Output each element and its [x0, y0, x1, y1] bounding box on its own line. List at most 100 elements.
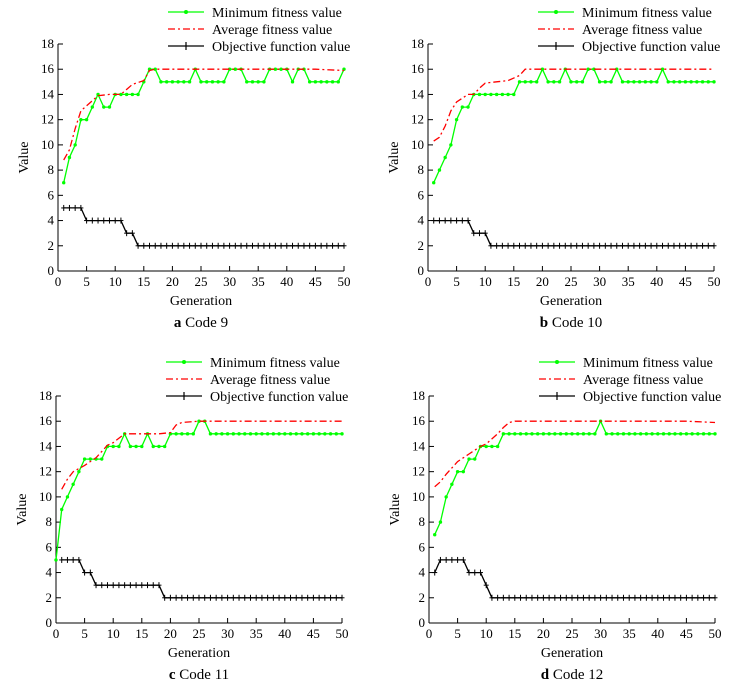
panel-caption: a Code 9 — [174, 315, 228, 331]
data-point-minimum — [54, 558, 58, 562]
data-point-objective — [661, 594, 667, 601]
data-point-minimum — [495, 444, 500, 449]
data-point-objective — [72, 204, 78, 211]
y-tick-label: 16 — [411, 61, 425, 76]
data-point-minimum — [294, 432, 298, 436]
data-point-minimum — [100, 457, 104, 461]
data-point-objective — [592, 594, 598, 601]
data-point-objective — [152, 242, 158, 249]
x-tick-label: 0 — [426, 626, 433, 641]
legend-label: Minimum fitness value — [210, 356, 340, 371]
data-point-objective — [328, 594, 334, 601]
data-point-objective — [89, 217, 95, 224]
data-point-minimum — [323, 432, 327, 436]
data-point-minimum — [569, 80, 573, 84]
data-point-objective — [310, 594, 316, 601]
data-point-minimum — [319, 80, 323, 84]
data-point-objective — [706, 594, 712, 601]
x-tick-label: 40 — [280, 274, 293, 289]
x-tick-label: 25 — [195, 274, 208, 289]
data-point-minimum — [102, 105, 106, 109]
panel-caption: c Code 11 — [169, 667, 229, 683]
y-tick-label: 0 — [48, 263, 55, 278]
data-point-minimum — [191, 432, 195, 436]
data-point-minimum — [620, 80, 625, 84]
data-point-objective — [104, 582, 110, 589]
data-point-objective — [238, 242, 244, 249]
data-point-objective — [494, 242, 500, 249]
data-point-objective — [122, 582, 128, 589]
x-tick-label: 45 — [307, 626, 320, 641]
data-point-minimum — [626, 80, 630, 84]
data-point-objective — [632, 594, 638, 601]
data-point-objective — [290, 242, 296, 249]
data-point-minimum — [656, 432, 660, 436]
x-tick-label: 10 — [109, 274, 122, 289]
data-point-objective — [563, 594, 569, 601]
data-point-minimum — [227, 67, 232, 71]
data-point-minimum — [540, 67, 545, 71]
legend-item-minimum: Minimum fitness value — [168, 6, 342, 21]
data-point-objective — [455, 556, 461, 563]
data-point-minimum — [273, 67, 278, 71]
x-tick-label: 10 — [107, 626, 120, 641]
data-point-minimum — [466, 105, 470, 109]
data-point-minimum — [60, 507, 64, 512]
y-tick-label: 10 — [41, 137, 54, 152]
data-point-objective — [625, 242, 631, 249]
y-tick-label: 4 — [418, 213, 425, 228]
data-point-minimum — [174, 432, 178, 436]
data-point-objective — [221, 242, 227, 249]
legend-label: Minimum fitness value — [583, 356, 713, 371]
x-tick-label: 50 — [338, 274, 351, 289]
data-point-objective — [259, 594, 265, 601]
legend-item-minimum: Minimum fitness value — [538, 6, 712, 21]
data-point-objective — [631, 242, 637, 249]
data-point-objective — [307, 242, 313, 249]
data-point-minimum — [580, 80, 585, 84]
y-tick-label: 10 — [39, 489, 52, 504]
data-point-objective — [305, 594, 311, 601]
data-point-objective — [270, 594, 276, 601]
data-point-minimum — [564, 432, 568, 436]
data-point-objective — [626, 594, 632, 601]
x-tick-label: 5 — [454, 626, 461, 641]
data-point-minimum — [557, 80, 562, 84]
data-point-objective — [124, 230, 130, 237]
data-point-minimum — [489, 92, 493, 97]
data-point-objective — [466, 569, 472, 576]
data-point-objective — [227, 242, 233, 249]
data-point-objective — [187, 242, 193, 249]
data-point-objective — [78, 204, 84, 211]
data-point-minimum — [271, 432, 276, 436]
data-point-objective — [615, 594, 621, 601]
data-point-objective — [562, 242, 568, 249]
data-point-minimum — [553, 432, 557, 436]
data-point-objective — [705, 242, 711, 249]
data-point-objective — [106, 217, 112, 224]
data-point-objective — [489, 594, 495, 601]
data-point-objective — [454, 217, 460, 224]
data-point-objective — [242, 594, 248, 601]
data-point-objective — [284, 242, 290, 249]
data-point-minimum — [265, 432, 270, 436]
x-axis-label: Generation — [168, 646, 230, 661]
x-tick-label: 0 — [53, 626, 60, 641]
data-point-minimum — [609, 80, 613, 84]
data-point-minimum — [128, 444, 133, 449]
data-point-minimum — [490, 444, 494, 449]
data-point-objective — [335, 242, 341, 249]
y-tick-label: 16 — [41, 61, 55, 76]
data-point-objective — [637, 242, 643, 249]
data-point-objective — [477, 569, 483, 576]
data-point-objective — [162, 594, 168, 601]
data-point-objective — [551, 242, 557, 249]
data-point-minimum — [706, 80, 710, 84]
data-point-minimum — [134, 444, 138, 449]
legend-label: Average fitness value — [210, 373, 330, 388]
data-point-objective — [603, 594, 609, 601]
data-point-objective — [695, 594, 701, 601]
data-point-minimum — [558, 432, 563, 436]
data-point-minimum — [330, 80, 335, 84]
data-point-objective — [164, 242, 170, 249]
